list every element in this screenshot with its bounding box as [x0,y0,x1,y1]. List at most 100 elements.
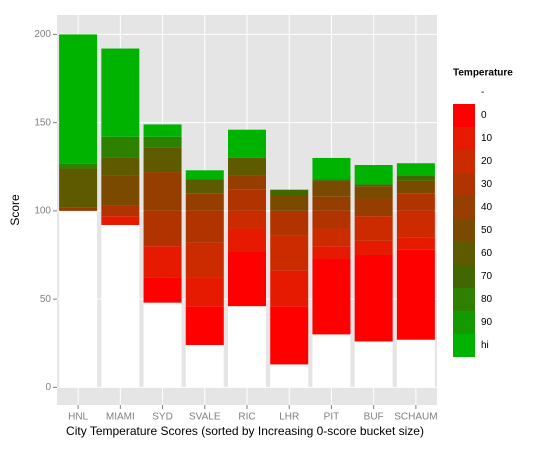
bar-segment [143,302,182,388]
bar-segment [312,228,351,247]
bar-segment [185,242,224,278]
bar-segment [59,168,98,208]
bar-segment [101,136,140,158]
bar-segment [228,228,266,252]
bar-segment [185,179,224,194]
bar-segment [59,207,98,211]
bar-segment [185,170,224,180]
legend-label: 60 [481,248,493,259]
legend-key [453,104,475,127]
bar-segment [270,210,309,236]
bar-segment [396,193,435,211]
bar-segment [101,157,140,176]
bar-segment [396,163,435,176]
bar-segment [396,339,435,388]
y-tick-label: 50 [40,294,52,305]
bar-segment [143,172,182,211]
bar-segment [101,175,140,206]
bar-segment [101,225,140,388]
bar-segment [101,48,140,137]
legend-label: 20 [481,156,493,167]
bar-segment [312,157,351,180]
bar-segment [396,210,435,238]
bar-segment [143,124,182,137]
bar-segment [354,186,393,199]
bar-segment [143,277,182,303]
bar-segment [185,193,224,211]
bar-segment [396,175,435,181]
bar-segment [354,198,393,217]
bar-segment [185,277,224,307]
legend-key [453,173,475,196]
legend-label: hi [481,340,489,351]
bar-segment [59,34,98,164]
x-tick-label: SVALE [189,412,221,423]
legend-key [453,288,475,311]
bar-segment [354,184,393,187]
bar-segment [270,235,309,271]
bar-segment [143,147,182,173]
bar-segment [312,258,351,335]
legend-key [453,242,475,265]
bar-segment [312,196,351,211]
bar-segment [270,189,309,195]
bar-segment [101,205,140,217]
bar-segment [354,240,393,255]
bar-segment [143,136,182,148]
legend-key [453,127,475,150]
legend-label: 90 [481,317,493,328]
legend-label: 30 [481,179,493,190]
x-tick-label: SCHAUM [394,412,437,423]
x-tick-label: SYD [152,412,173,423]
bar-segment [354,165,393,185]
legend-label: 0 [481,110,487,121]
legend-key [453,196,475,219]
x-tick-label: HNL [68,412,88,423]
legend-label: - [481,87,484,98]
bar-segment [354,255,393,342]
bar-segment [270,364,309,388]
bar-segment [228,210,266,229]
bar-segment [228,306,266,388]
bar-segment [396,249,435,340]
y-tick-label: 200 [34,29,51,40]
y-tick-label: 0 [45,382,51,393]
bar-segment [143,246,182,278]
legend-key [453,150,475,173]
y-tick-label: 100 [34,206,51,217]
bar-segment [228,189,266,211]
bar-segment [228,251,266,307]
legend-title: Temperature [453,68,513,79]
bar-segment [228,175,266,190]
bar-segment [396,180,435,194]
bar-segment [270,195,309,211]
x-tick-label: RIC [238,412,255,423]
bar-segment [354,216,393,241]
y-axis-title: Score [8,194,22,226]
legend-key [453,334,475,357]
bar-segment [143,210,182,247]
bar-segment [312,246,351,259]
bar-segment [312,210,351,229]
legend-label: 10 [481,133,493,144]
bar-segment [228,129,266,158]
bar-segment [270,270,309,307]
legend-label: 80 [481,294,493,305]
bar-segment [312,180,351,197]
x-tick-label: BUF [364,412,384,423]
bar-segment [312,334,351,388]
bar-segment [312,179,351,181]
bar-segment [396,237,435,250]
legend-key [453,265,475,288]
y-tick-label: 150 [34,117,51,128]
x-axis-title: City Temperature Scores (sorted by Incre… [66,424,424,438]
bar-segment [101,216,140,225]
x-tick-label: MIAMI [106,412,135,423]
bar-segment [185,345,224,388]
legend-label: 40 [481,202,493,213]
legend-key [453,311,475,334]
legend-key [453,219,475,242]
bar-segment [59,210,98,388]
